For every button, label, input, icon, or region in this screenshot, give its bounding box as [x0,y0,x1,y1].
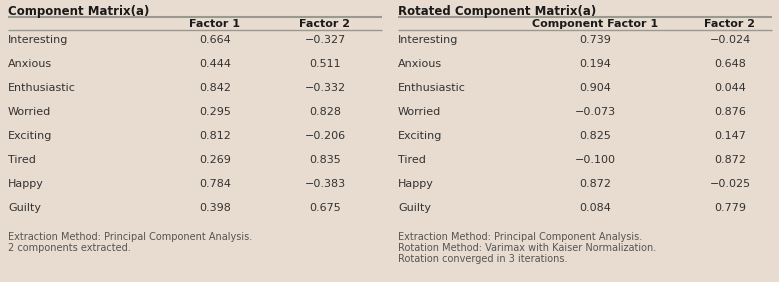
Text: Factor 1: Factor 1 [189,19,241,29]
Text: −0.327: −0.327 [305,35,346,45]
Text: 0.904: 0.904 [579,83,611,93]
Text: 0.398: 0.398 [199,203,231,213]
Text: Happy: Happy [398,179,434,189]
Text: 2 components extracted.: 2 components extracted. [8,243,131,253]
Text: Interesting: Interesting [398,35,458,45]
Text: Rotation Method: Varimax with Kaiser Normalization.: Rotation Method: Varimax with Kaiser Nor… [398,243,656,253]
Text: Anxious: Anxious [398,59,442,69]
Text: Factor 2: Factor 2 [704,19,756,29]
Text: 0.828: 0.828 [309,107,341,117]
Text: Rotation converged in 3 iterations.: Rotation converged in 3 iterations. [398,254,567,264]
Text: Enthusiastic: Enthusiastic [398,83,466,93]
Text: −0.025: −0.025 [710,179,750,189]
Text: 0.842: 0.842 [199,83,231,93]
Text: 0.648: 0.648 [714,59,746,69]
Text: Component Factor 1: Component Factor 1 [532,19,658,29]
Text: Tired: Tired [8,155,36,165]
Text: 0.835: 0.835 [309,155,341,165]
Text: 0.044: 0.044 [714,83,746,93]
Text: Worried: Worried [8,107,51,117]
Text: 0.147: 0.147 [714,131,746,141]
Text: 0.739: 0.739 [579,35,611,45]
Text: Enthusiastic: Enthusiastic [8,83,76,93]
Text: Component Matrix(a): Component Matrix(a) [8,5,150,18]
Text: −0.073: −0.073 [574,107,615,117]
Text: Rotated Component Matrix(a): Rotated Component Matrix(a) [398,5,596,18]
Text: 0.084: 0.084 [579,203,611,213]
Text: Guilty: Guilty [398,203,431,213]
Text: 0.675: 0.675 [309,203,341,213]
Text: 0.812: 0.812 [199,131,231,141]
Text: Happy: Happy [8,179,44,189]
Text: −0.206: −0.206 [305,131,346,141]
Text: Exciting: Exciting [8,131,52,141]
Text: 0.825: 0.825 [579,131,611,141]
Text: Extraction Method: Principal Component Analysis.: Extraction Method: Principal Component A… [398,232,642,242]
Text: 0.194: 0.194 [579,59,611,69]
Text: 0.872: 0.872 [579,179,611,189]
Text: −0.332: −0.332 [305,83,346,93]
Text: 0.295: 0.295 [199,107,231,117]
Text: −0.024: −0.024 [710,35,751,45]
Text: Factor 2: Factor 2 [299,19,351,29]
Text: Exciting: Exciting [398,131,442,141]
Text: Extraction Method: Principal Component Analysis.: Extraction Method: Principal Component A… [8,232,252,242]
Text: −0.383: −0.383 [305,179,346,189]
Text: 0.664: 0.664 [199,35,231,45]
Text: 0.876: 0.876 [714,107,746,117]
Text: Worried: Worried [398,107,441,117]
Text: 0.511: 0.511 [309,59,340,69]
Text: −0.100: −0.100 [574,155,615,165]
Text: Tired: Tired [398,155,426,165]
Text: Anxious: Anxious [8,59,52,69]
Text: Guilty: Guilty [8,203,41,213]
Text: Interesting: Interesting [8,35,69,45]
Text: 0.269: 0.269 [199,155,231,165]
Text: 0.779: 0.779 [714,203,746,213]
Text: 0.444: 0.444 [199,59,231,69]
Text: 0.784: 0.784 [199,179,231,189]
Text: 0.872: 0.872 [714,155,746,165]
